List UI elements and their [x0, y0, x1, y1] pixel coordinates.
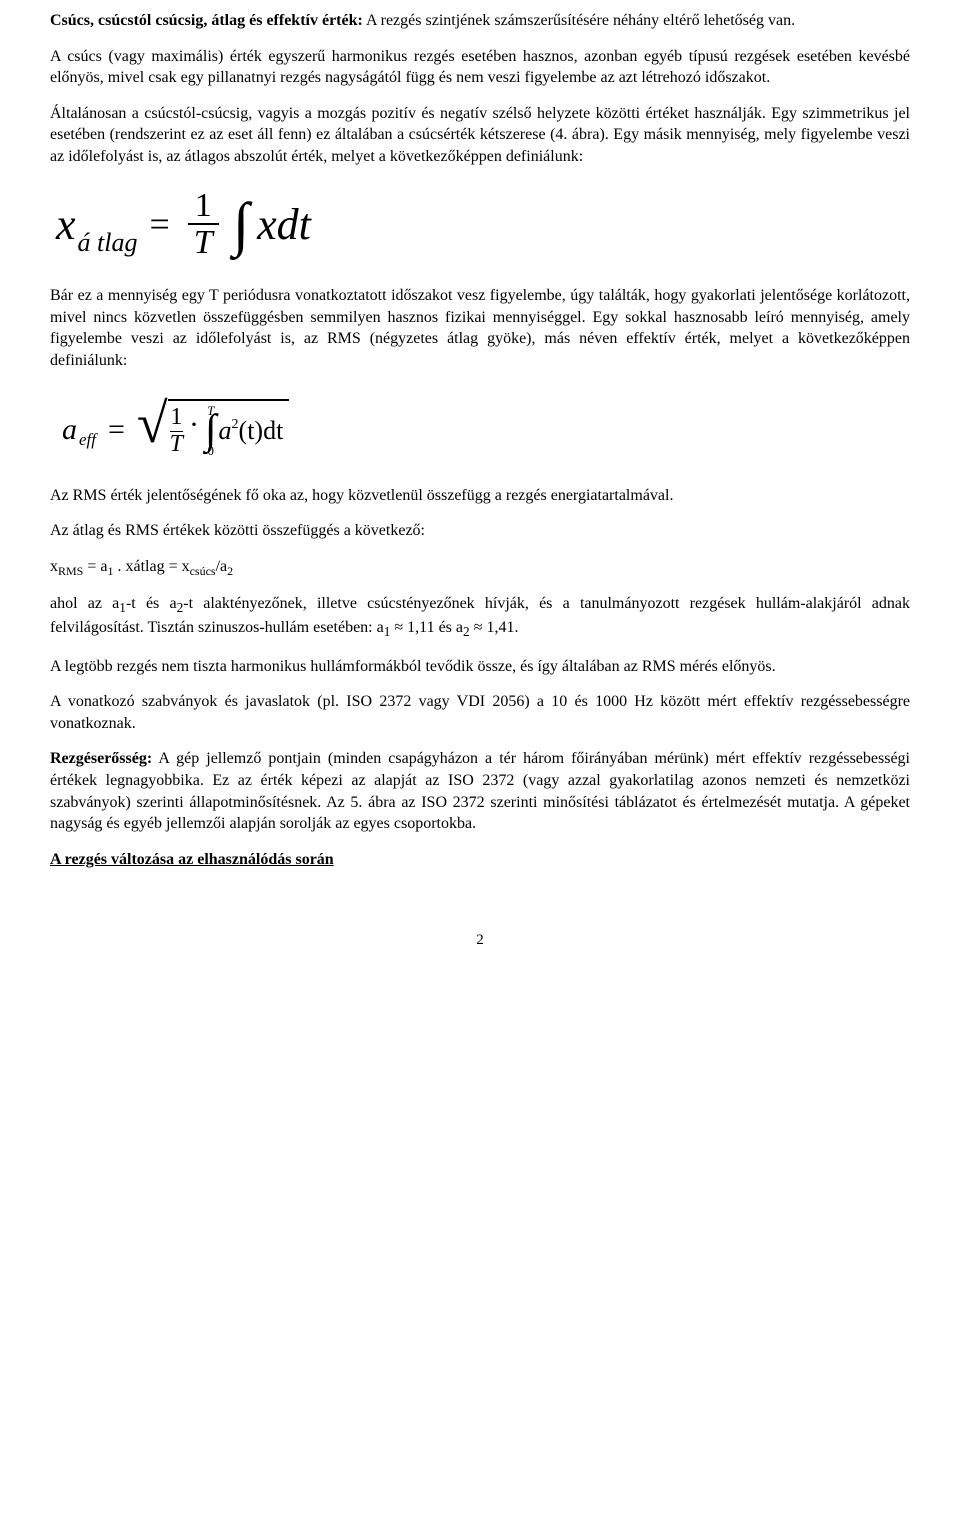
lead-peak: Csúcs, csúcstól csúcsig, átlag és effekt…: [50, 12, 363, 29]
var-x: x: [56, 195, 76, 254]
t: ≈ 1,41.: [470, 619, 519, 636]
t: ahol az a: [50, 595, 119, 612]
x: x: [50, 558, 58, 575]
paragraph-rms-intro: Bár ez a mennyiség egy T periódusra vona…: [50, 285, 910, 371]
paragraph-rms-preferred: A legtöbb rezgés nem tiszta harmonikus h…: [50, 656, 910, 678]
paragraph-relation-intro: Az átlag és RMS értékek közötti összefüg…: [50, 520, 910, 542]
t: /a: [216, 558, 228, 575]
formula-average: x á tlag = 1 T ∫ xdt: [56, 188, 910, 261]
equals: =: [149, 200, 169, 249]
var-a: a: [219, 416, 232, 445]
denominator: T: [188, 223, 219, 261]
sub-2: 2: [227, 564, 233, 578]
tdt: (t)dt: [239, 416, 284, 445]
relation-formula: xRMS = a1 . xátlag = xcsúcs/a2: [50, 556, 910, 579]
integral-sign: ∫: [205, 416, 217, 445]
t: = a: [83, 558, 107, 575]
sub-csucs: csúcs: [190, 564, 216, 578]
heading-wear: A rezgés változása az elhasználódás sorá…: [50, 849, 910, 871]
paragraph-peak-intro: Csúcs, csúcstól csúcsig, átlag és effekt…: [50, 10, 910, 32]
var-a: a: [62, 410, 77, 451]
paragraph-form-factor: ahol az a1-t és a2-t alaktényezőnek, ill…: [50, 593, 910, 641]
text: A gép jellemző pontjain (minden csapágyh…: [50, 750, 910, 832]
radicand: 1 T · T ∫ 0 a2(t)dt: [168, 399, 290, 460]
t: . xátlag = x: [113, 558, 189, 575]
dot-multiply: ·: [189, 405, 199, 446]
text: A rezgés szintjének számszerűsítésére né…: [366, 12, 795, 29]
definite-integral: T ∫ 0: [205, 406, 217, 456]
paragraph-peak-to-peak: Általánosan a csúcstól-csúcsig, vagyis a…: [50, 103, 910, 168]
integrand-xdt: xdt: [257, 195, 311, 254]
radical-sign: √: [137, 399, 168, 460]
lead-severity: Rezgéserősség:: [50, 750, 152, 767]
formula-rms: a eff = √ 1 T · T ∫ 0 a2(t)dt: [56, 399, 910, 460]
s: 2: [463, 625, 470, 640]
numerator: 1: [170, 405, 182, 430]
paragraph-peak-value: A csúcs (vagy maximális) érték egyszerű …: [50, 46, 910, 89]
lower-limit: 0: [208, 446, 215, 456]
t: -t és a: [126, 595, 177, 612]
t: ≈ 1,11 és a: [390, 619, 463, 636]
power-2: 2: [232, 417, 239, 432]
denominator: T: [170, 431, 183, 457]
sub-rms: RMS: [58, 564, 83, 578]
paragraph-standards: A vonatkozó szabványok és javaslatok (pl…: [50, 691, 910, 734]
page-number: 2: [50, 930, 910, 950]
sub-eff: eff: [79, 429, 96, 452]
fraction-1-over-T: 1 T: [170, 405, 183, 456]
paragraph-rms-meaning: Az RMS érték jelentőségének fő oka az, h…: [50, 485, 910, 507]
sub-atlag: á tlag: [78, 225, 138, 260]
s: 1: [119, 600, 126, 615]
numerator: 1: [189, 188, 218, 224]
integrand: a2(t)dt: [219, 413, 284, 448]
integral-sign: ∫: [233, 206, 249, 242]
sqrt: √ 1 T · T ∫ 0 a2(t)dt: [137, 399, 289, 460]
fraction-1-over-T: 1 T: [188, 188, 219, 261]
paragraph-severity: Rezgéserősség: A gép jellemző pontjain (…: [50, 748, 910, 834]
equals: =: [108, 410, 125, 451]
